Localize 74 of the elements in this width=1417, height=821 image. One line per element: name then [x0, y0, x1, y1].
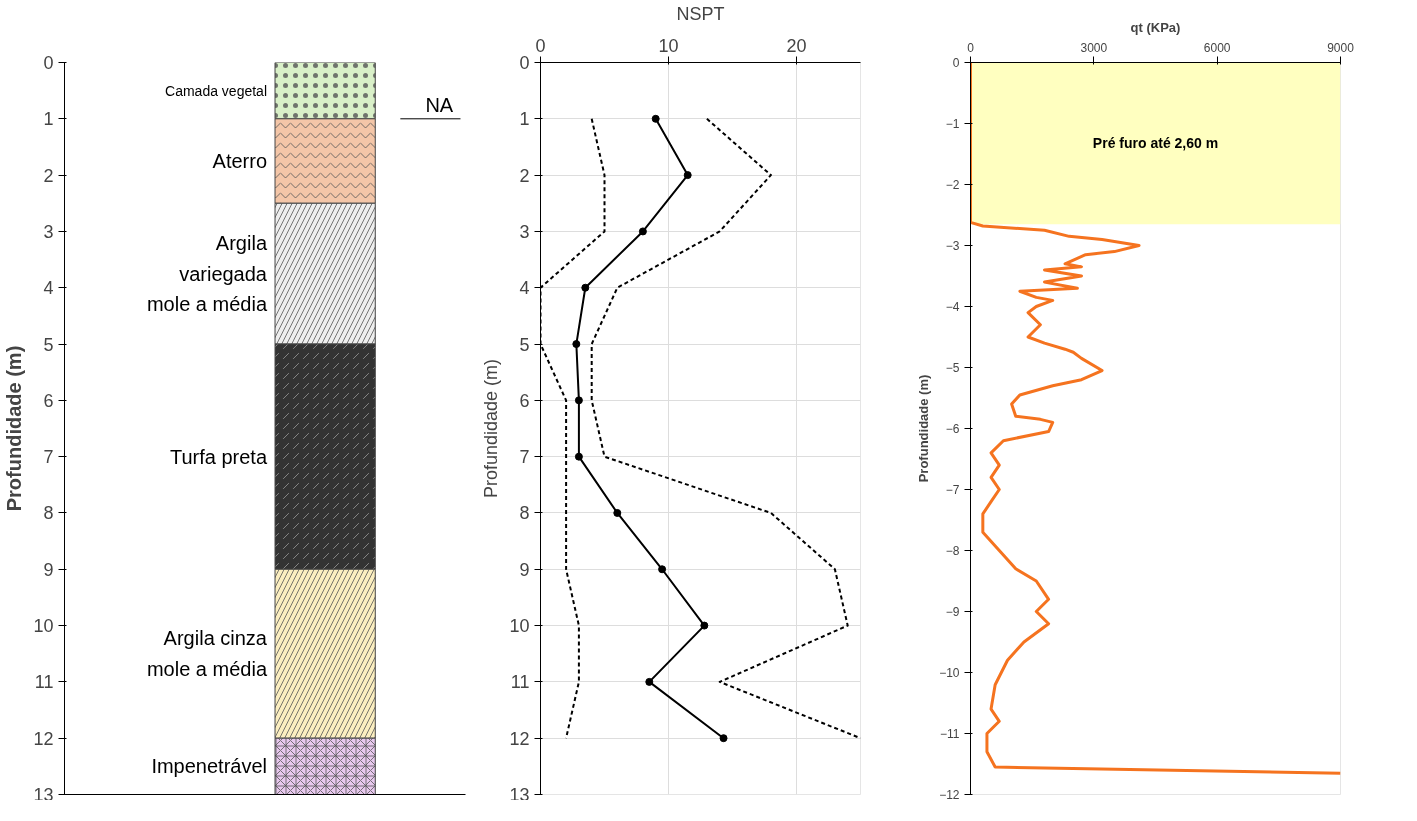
y-tick-label: 0 [43, 53, 54, 73]
y-tick-label: 13 [33, 784, 54, 805]
y-tick-label: 13 [509, 784, 530, 805]
y-tick-label: 11 [34, 672, 54, 693]
x-axis-title: qt (KPa) [1130, 19, 1181, 35]
y-tick-label: 9 [43, 559, 54, 580]
y-tick-label: 7 [43, 447, 54, 468]
y-tick-label: −4 [945, 300, 960, 314]
y-tick-label: −12 [939, 788, 960, 802]
y-tick-label: 1 [519, 109, 530, 130]
y-tick-label: 4 [519, 278, 530, 299]
y-tick-label: 4 [43, 278, 54, 299]
point [719, 734, 728, 743]
x-tick-label: 10 [658, 35, 679, 56]
y-tick-label: 2 [519, 165, 530, 186]
y-tick-label: −1 [945, 117, 960, 131]
y-tick-label: −8 [945, 544, 960, 558]
x-axis-title: NSPT [676, 3, 725, 24]
point [638, 227, 647, 236]
point [572, 340, 581, 349]
y-tick-label: 0 [519, 53, 530, 73]
y-tick-label: 10 [33, 616, 54, 637]
series-label: Impenetrável [151, 755, 268, 778]
point [658, 565, 667, 574]
y-tick-label: 5 [43, 334, 54, 355]
band-label: Pré furo até 2,60 m [1092, 135, 1219, 152]
x-tick-label: 0 [967, 40, 975, 55]
y-tick-label: −9 [945, 605, 960, 619]
x-tick-label: 0 [535, 35, 546, 56]
y-tick-label: 8 [519, 503, 530, 524]
y-tick-label: 5 [519, 334, 530, 355]
x-tick-label: 6000 [1203, 40, 1231, 55]
y-tick-label: 11 [510, 672, 530, 693]
y-tick-label: 7 [519, 447, 530, 468]
series-label: Camada vegetal [165, 82, 268, 99]
y-tick-label: 3 [43, 221, 54, 242]
y-axis-title: Profundidade (m) [481, 358, 502, 499]
point [613, 508, 622, 517]
y-axis-title: Profundidade (m) [916, 374, 932, 483]
point [574, 396, 583, 405]
x-tick-label: 9000 [1327, 40, 1355, 55]
y-tick-label: −7 [945, 483, 960, 497]
y-tick-label: 3 [519, 221, 530, 242]
y-tick-label: 9 [519, 559, 530, 580]
y-tick-label: −2 [945, 178, 960, 192]
y-tick-label: 10 [509, 616, 530, 637]
point [700, 621, 709, 630]
point [651, 114, 660, 123]
series-label: Argila cinza mole a média [146, 627, 268, 681]
y-tick-label: 8 [43, 503, 54, 524]
x-tick-label: 20 [786, 35, 807, 56]
series-label: Turfa preta [169, 445, 268, 468]
y-axis-title: Profundidade (m) [3, 345, 26, 512]
series-label: Aterro [212, 150, 268, 173]
y-tick-label: 6 [43, 390, 54, 411]
y-tick-label: −10 [939, 666, 960, 680]
point [683, 171, 692, 180]
y-tick-label: 6 [519, 390, 530, 411]
line-series [590, 117, 861, 740]
y-tick-label: 2 [43, 165, 54, 186]
y-tick-label: 12 [33, 728, 54, 749]
y-tick-label: 1 [43, 109, 54, 130]
y-tick-label: −5 [945, 361, 960, 375]
y-tick-label: −11 [940, 727, 960, 741]
y-tick-label: −3 [945, 239, 960, 253]
y-tick-label: 12 [509, 728, 530, 749]
series-label: Argila variegada mole a média [146, 231, 268, 316]
x-tick-label: 3000 [1080, 40, 1108, 55]
y-tick-label: −6 [945, 422, 960, 436]
point [581, 283, 590, 292]
y-tick-label: 0 [952, 56, 960, 70]
point [645, 677, 654, 686]
ref-line-label: NA [425, 93, 454, 116]
point [574, 452, 583, 461]
